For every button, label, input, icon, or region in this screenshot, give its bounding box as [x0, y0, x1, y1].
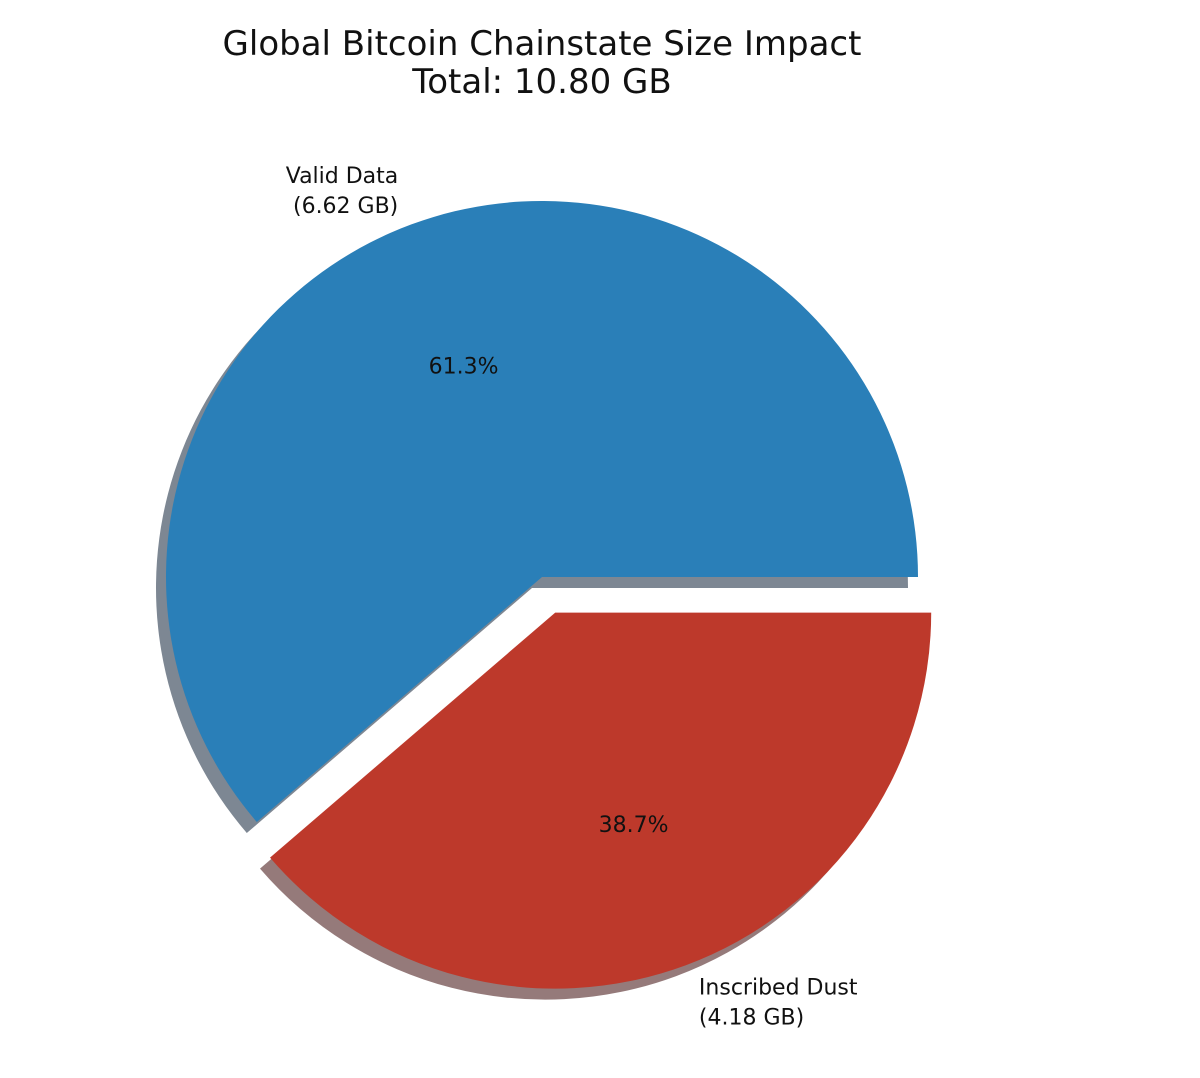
chart-title: Global Bitcoin Chainstate Size Impact	[223, 24, 862, 64]
chart-subtitle: Total: 10.80 GB	[411, 62, 671, 102]
slice-name-valid-data: Valid Data	[286, 164, 399, 189]
slice-label-inscribed-dust: Inscribed Dust (4.18 GB)	[699, 975, 858, 1030]
percent-label-valid-data: 61.3%	[429, 354, 499, 379]
slice-value-valid-data: (6.62 GB)	[293, 194, 398, 219]
slice-inscribed-dust	[270, 612, 932, 989]
percent-label-inscribed-dust: 38.7%	[599, 813, 669, 838]
slice-label-valid-data: Valid Data (6.62 GB)	[286, 164, 399, 219]
slice-name-inscribed-dust: Inscribed Dust	[699, 975, 858, 1000]
slice-value-inscribed-dust: (4.18 GB)	[699, 1005, 804, 1030]
pie-slices	[165, 200, 932, 989]
slice-valid-data	[165, 200, 919, 823]
